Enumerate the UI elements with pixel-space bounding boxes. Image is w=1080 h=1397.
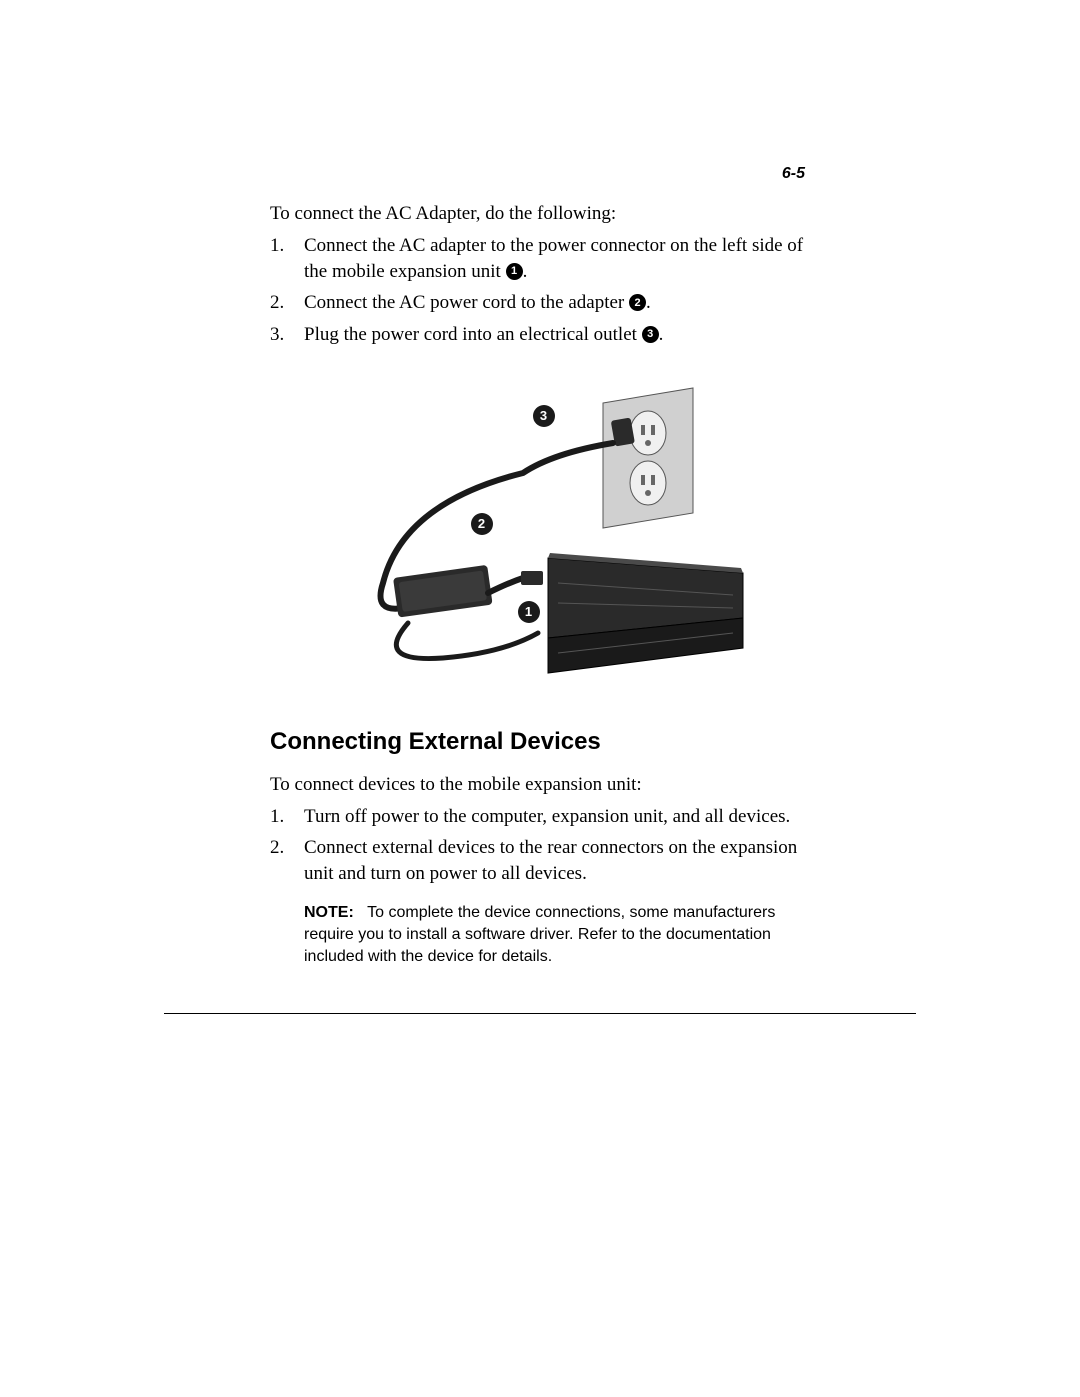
page-number: 6-5: [782, 165, 805, 183]
step-number: 1.: [270, 233, 304, 284]
step-text-post: .: [646, 292, 651, 313]
callout-2-icon: 2: [629, 294, 646, 311]
step-number: 2.: [270, 835, 304, 886]
list-item: 1. Connect the AC adapter to the power c…: [270, 233, 805, 284]
figure-callout-3: 3: [533, 405, 555, 427]
list-item: 2. Connect the AC power cord to the adap…: [270, 290, 805, 316]
step-text-pre: Plug the power cord into an electrical o…: [304, 324, 642, 345]
callout-1-icon: 1: [506, 263, 523, 280]
step-text: Plug the power cord into an electrical o…: [304, 322, 805, 348]
ac-adapter-figure: 3 2 1: [323, 383, 753, 683]
step-text-post: .: [659, 324, 664, 345]
diagram-svg: [323, 383, 753, 683]
step-number: 2.: [270, 290, 304, 316]
step-text-pre: Connect the AC power cord to the adapter: [304, 292, 629, 313]
step-text: Connect the AC adapter to the power conn…: [304, 233, 805, 284]
ac-adapter-steps: 1. Connect the AC adapter to the power c…: [270, 233, 805, 348]
intro-external-devices: To connect devices to the mobile expansi…: [270, 774, 805, 796]
heading-connecting-external-devices: Connecting External Devices: [270, 728, 805, 756]
intro-ac-adapter: To connect the AC Adapter, do the follow…: [270, 203, 805, 225]
footer-rule: [164, 1013, 916, 1014]
list-item: 3. Plug the power cord into an electrica…: [270, 322, 805, 348]
callout-3-icon: 3: [642, 326, 659, 343]
list-item: 2. Connect external devices to the rear …: [270, 835, 805, 886]
step-text-post: .: [523, 261, 528, 282]
step-text: Turn off power to the computer, expansio…: [304, 804, 805, 830]
step-text: Connect the AC power cord to the adapter…: [304, 290, 805, 316]
note-label: NOTE:: [304, 904, 354, 921]
note-body: To complete the device connections, some…: [304, 904, 775, 964]
note-block: NOTE: To complete the device connections…: [304, 902, 805, 967]
figure-callout-1: 1: [518, 601, 540, 623]
step-text: Connect external devices to the rear con…: [304, 835, 805, 886]
step-text-pre: Connect the AC adapter to the power conn…: [304, 235, 803, 282]
step-number: 1.: [270, 804, 304, 830]
step-number: 3.: [270, 322, 304, 348]
figure-callout-2: 2: [471, 513, 493, 535]
list-item: 1. Turn off power to the computer, expan…: [270, 804, 805, 830]
external-devices-steps: 1. Turn off power to the computer, expan…: [270, 804, 805, 887]
